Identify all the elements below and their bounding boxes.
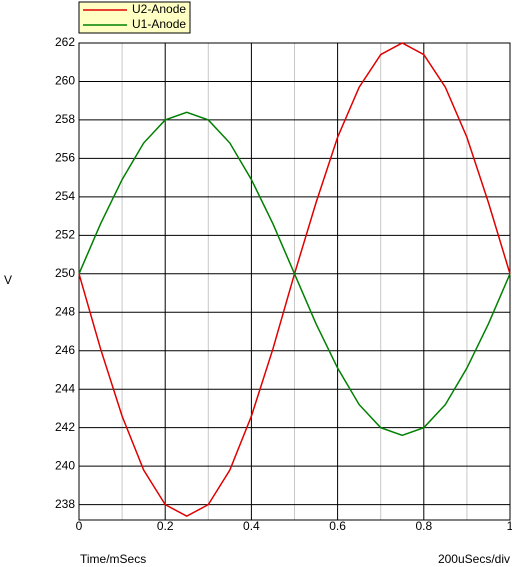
legend-box xyxy=(78,1,191,34)
x-tick-label: 0.8 xyxy=(415,519,432,533)
y-tick-label: 250 xyxy=(55,266,75,280)
y-tick-label: 252 xyxy=(55,228,75,242)
legend-label: U2-Anode xyxy=(132,2,186,16)
series-line xyxy=(78,111,511,437)
x-tick-label: 0 xyxy=(76,519,83,533)
y-tick-label: 258 xyxy=(55,112,75,126)
y-tick-label: 244 xyxy=(55,381,75,395)
y-tick-label: 246 xyxy=(55,343,75,357)
y-tick-label: 242 xyxy=(55,420,75,434)
x-tick-label: 1 xyxy=(507,519,512,533)
annotation: 200uSecs/div xyxy=(438,552,510,566)
x-tick-label: 0.2 xyxy=(157,519,174,533)
y-tick-label: 262 xyxy=(55,35,75,49)
y-tick-label: 238 xyxy=(55,497,75,511)
y-tick-label: 240 xyxy=(55,458,75,472)
x-tick-label: 0.4 xyxy=(243,519,260,533)
y-tick-label: 254 xyxy=(55,189,75,203)
plot-frame xyxy=(78,42,511,521)
legend-label: U1-Anode xyxy=(132,17,186,31)
y-axis-label: V xyxy=(4,273,12,287)
x-axis-label: Time/mSecs xyxy=(80,552,146,566)
x-tick-label: 0.6 xyxy=(329,519,346,533)
y-tick-label: 260 xyxy=(55,74,75,88)
y-tick-label: 248 xyxy=(55,304,75,318)
y-tick-label: 256 xyxy=(55,151,75,165)
